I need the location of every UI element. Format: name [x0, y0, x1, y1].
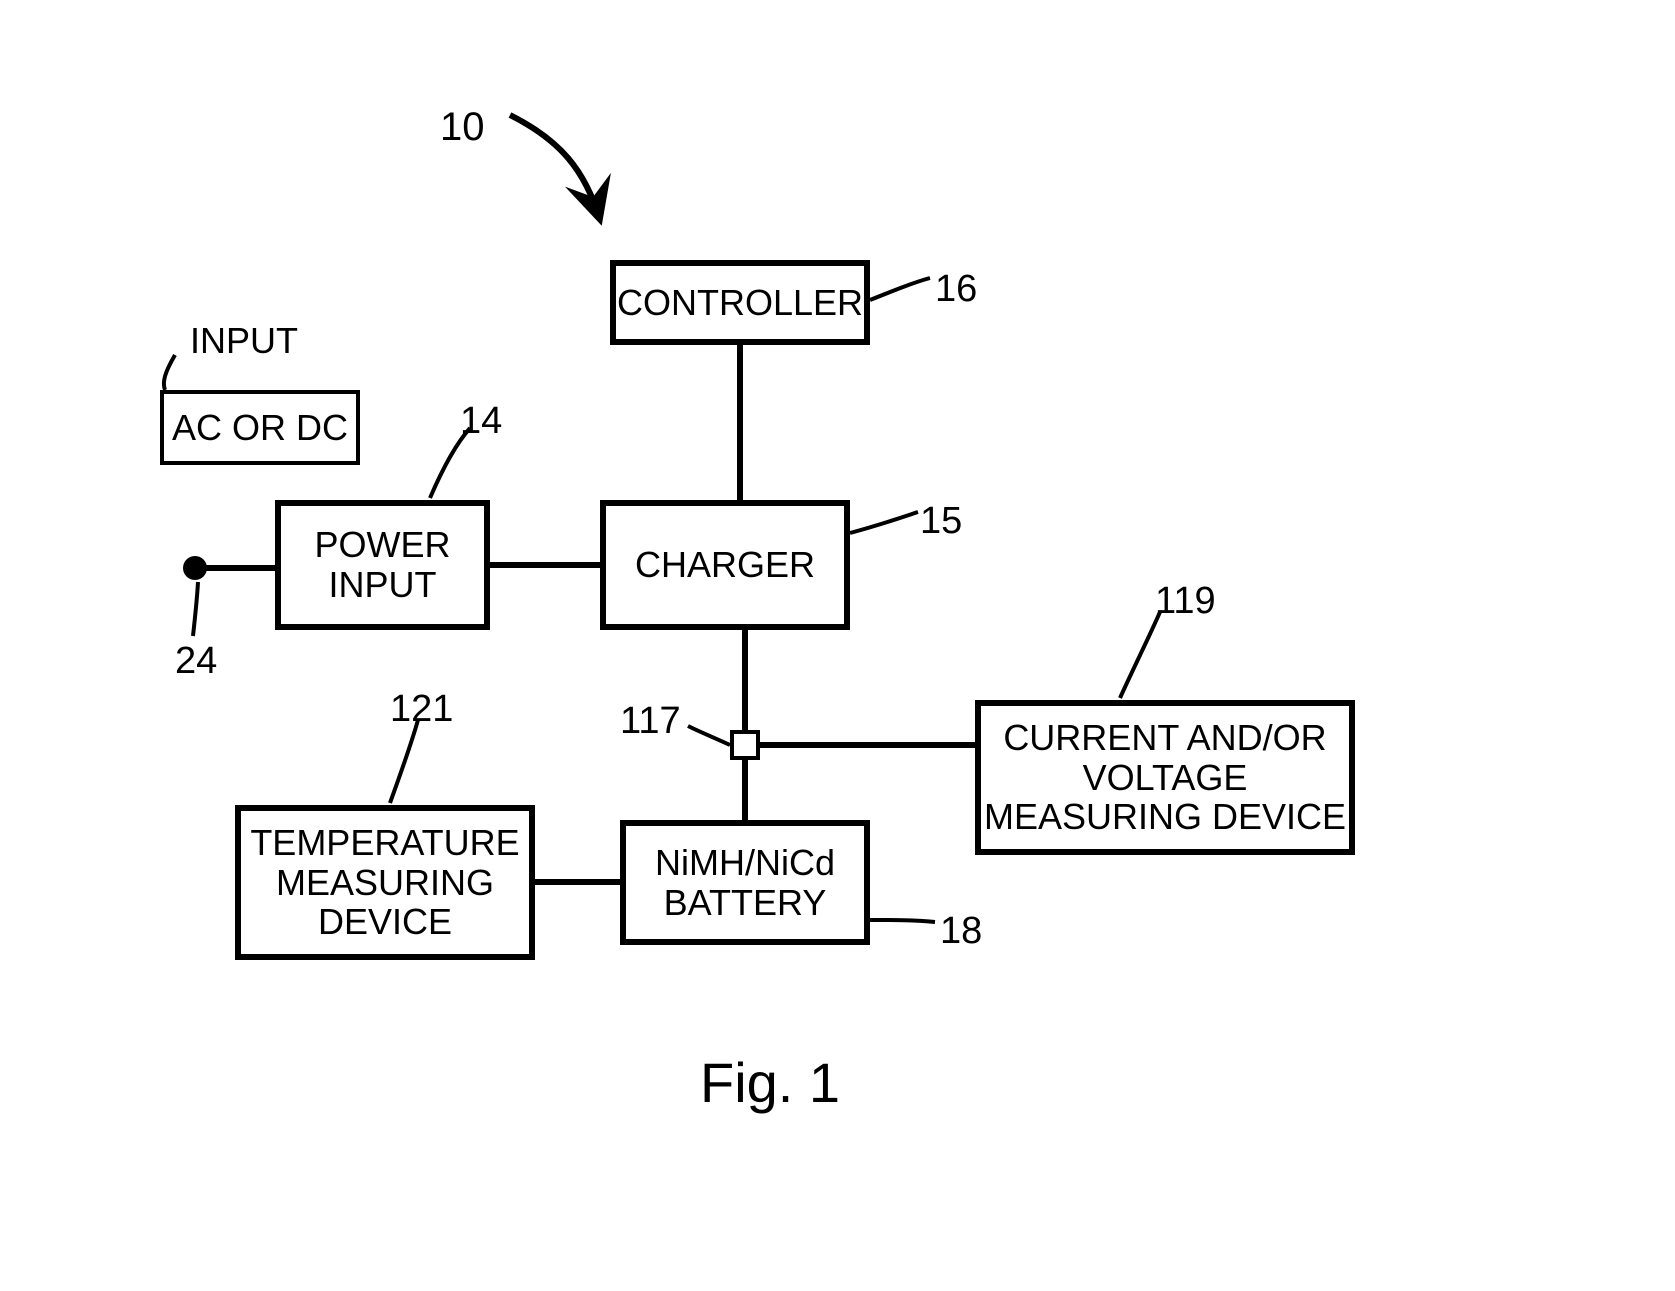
figure-caption: Fig. 1: [700, 1050, 840, 1115]
ref-15-label: 15: [920, 500, 962, 543]
temperature-device-block-label: TEMPERATURE MEASURING DEVICE: [250, 823, 519, 942]
charger-block: CHARGER: [600, 500, 850, 630]
ac-or-dc-block-label: AC OR DC: [172, 408, 348, 448]
input-heading-label: INPUT: [190, 320, 298, 362]
ref-14-label: 14: [460, 400, 502, 443]
current-voltage-device-block-label: CURRENT AND/OR VOLTAGE MEASURING DEVICE: [984, 718, 1346, 837]
ac-or-dc-block: AC OR DC: [160, 390, 360, 465]
power-input-block-label: POWER INPUT: [314, 525, 450, 604]
charger-block-label: CHARGER: [635, 545, 815, 585]
ref-10-label: 10: [440, 105, 485, 150]
current-voltage-device-block: CURRENT AND/OR VOLTAGE MEASURING DEVICE: [975, 700, 1355, 855]
battery-block-label: NiMH/NiCd BATTERY: [655, 843, 835, 922]
power-input-block: POWER INPUT: [275, 500, 490, 630]
ref-117-label: 117: [620, 700, 681, 743]
controller-block: CONTROLLER: [610, 260, 870, 345]
junction-node: [730, 730, 760, 760]
ref-18-label: 18: [940, 910, 982, 953]
ref-121-label: 121: [390, 688, 453, 731]
battery-block: NiMH/NiCd BATTERY: [620, 820, 870, 945]
ref-16-label: 16: [935, 268, 977, 311]
temperature-device-block: TEMPERATURE MEASURING DEVICE: [235, 805, 535, 960]
ref-119-label: 119: [1155, 580, 1216, 623]
ref-24-label: 24: [175, 640, 217, 683]
diagram-stage: INPUT CONTROLLER AC OR DC POWER INPUT CH…: [0, 0, 1675, 1291]
controller-block-label: CONTROLLER: [617, 283, 863, 323]
